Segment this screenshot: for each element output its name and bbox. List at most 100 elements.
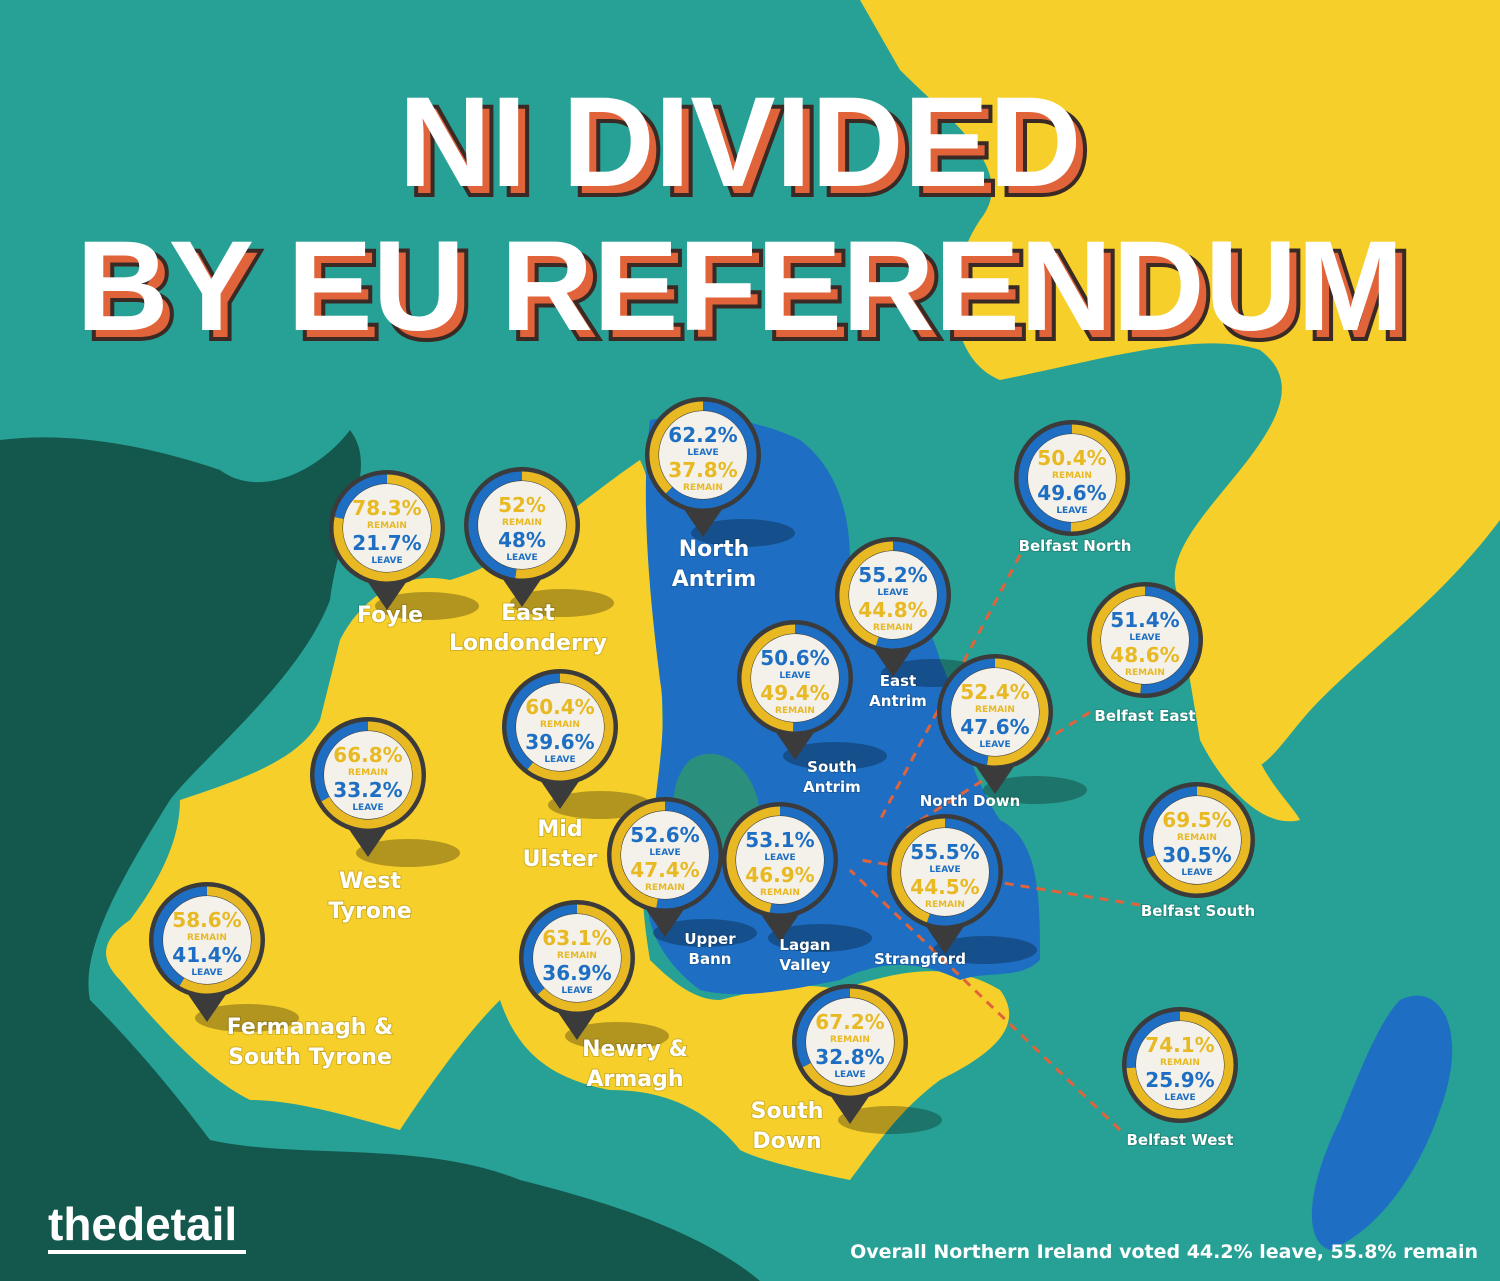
ring-segment xyxy=(468,471,523,579)
first-word: LEAVE xyxy=(929,865,960,875)
pin-pointer xyxy=(643,905,687,937)
constituency-name: West xyxy=(339,869,401,894)
ring-segment xyxy=(334,474,388,520)
pin-pointer xyxy=(758,910,802,942)
second-percent: 44.5% xyxy=(910,875,979,899)
ring-segment xyxy=(1146,786,1251,894)
logo: thedetail xyxy=(48,1198,237,1250)
second-percent: 30.5% xyxy=(1162,843,1231,867)
ring-segment xyxy=(726,806,781,913)
pin-shadow xyxy=(933,936,1037,964)
ring-segment xyxy=(986,658,1049,766)
first-word: LEAVE xyxy=(877,588,908,598)
ring-segment xyxy=(802,988,904,1096)
pin-shadow xyxy=(565,1022,669,1050)
pin-face xyxy=(751,634,839,722)
first-percent: 55.2% xyxy=(858,563,927,587)
ring-segment xyxy=(741,624,796,732)
ring-segment xyxy=(891,818,946,923)
first-word: LEAVE xyxy=(1129,633,1160,643)
pin-shadow xyxy=(195,1004,299,1032)
first-word: REMAIN xyxy=(1177,833,1217,843)
ring-segment xyxy=(179,886,261,994)
second-percent: 25.9% xyxy=(1145,1068,1214,1092)
pin-pointer xyxy=(923,922,967,954)
constituency-name: Fermanagh & xyxy=(227,1015,393,1040)
second-percent: 49.4% xyxy=(760,681,829,705)
pin-face xyxy=(659,411,747,499)
second-percent: 46.9% xyxy=(745,863,814,887)
pin-pointer xyxy=(555,1008,599,1040)
first-word: LEAVE xyxy=(687,448,718,458)
first-percent: 55.5% xyxy=(910,840,979,864)
ring-segment xyxy=(796,988,851,1068)
pin-face xyxy=(343,484,431,572)
land-republic xyxy=(0,430,760,1281)
pin-face xyxy=(516,683,604,771)
second-word: REMAIN xyxy=(925,900,965,910)
second-percent: 39.6% xyxy=(525,730,594,754)
constituency-name: Down xyxy=(752,1129,821,1154)
constituency-name: Bann xyxy=(689,950,732,968)
second-word: LEAVE xyxy=(544,755,575,765)
first-percent: 63.1% xyxy=(542,926,611,950)
pin-face xyxy=(951,668,1039,756)
second-percent: 36.9% xyxy=(542,961,611,985)
constituency-name: South Tyrone xyxy=(228,1045,392,1070)
first-percent: 53.1% xyxy=(745,828,814,852)
pin-pointer xyxy=(773,728,817,760)
second-word: REMAIN xyxy=(760,888,800,898)
pin-face xyxy=(324,731,412,819)
title: BY EU REFERENDUM xyxy=(76,215,1404,358)
ring-segment xyxy=(153,886,208,986)
first-percent: 52.4% xyxy=(960,680,1029,704)
ring-segment xyxy=(875,541,947,649)
title-shadow: BY EU REFERENDUM xyxy=(85,224,1413,367)
ring-segment xyxy=(527,673,614,781)
pin-face xyxy=(849,551,937,639)
second-percent: 47.4% xyxy=(630,858,699,882)
first-percent: 52% xyxy=(498,493,546,517)
pin-shadow xyxy=(768,924,872,952)
second-percent: 21.7% xyxy=(352,531,421,555)
pin-face xyxy=(1028,434,1116,522)
constituency-name: Lagan xyxy=(779,936,830,954)
ring-segment xyxy=(656,801,719,909)
constituency-name: Newry & xyxy=(582,1037,688,1062)
pin-shadow xyxy=(838,1106,942,1134)
pin-shadow xyxy=(548,791,652,819)
first-word: LEAVE xyxy=(779,671,810,681)
ring-segment xyxy=(1070,424,1126,532)
second-word: LEAVE xyxy=(371,556,402,566)
first-word: REMAIN xyxy=(557,951,597,961)
second-word: LEAVE xyxy=(1056,506,1087,516)
pin-face xyxy=(736,816,824,904)
ring-segment xyxy=(1140,586,1199,694)
constituency-name: North xyxy=(679,537,750,562)
pin-shadow xyxy=(653,919,757,947)
second-percent: 44.8% xyxy=(858,598,927,622)
ring-segment xyxy=(515,471,576,579)
second-word: LEAVE xyxy=(1164,1093,1195,1103)
pin-shadow xyxy=(691,519,795,547)
first-percent: 66.8% xyxy=(333,743,402,767)
second-percent: 32.8% xyxy=(815,1045,884,1069)
pin-pointer xyxy=(346,825,390,857)
pin-shadow xyxy=(783,742,887,770)
constituency-name: Valley xyxy=(779,956,830,974)
ring-segment xyxy=(941,658,996,765)
second-word: LEAVE xyxy=(506,553,537,563)
leader-line xyxy=(904,710,1091,832)
second-word: REMAIN xyxy=(1125,668,1165,678)
first-percent: 58.6% xyxy=(172,908,241,932)
ring-segment xyxy=(1126,1011,1234,1119)
pin-pointer xyxy=(973,762,1017,794)
